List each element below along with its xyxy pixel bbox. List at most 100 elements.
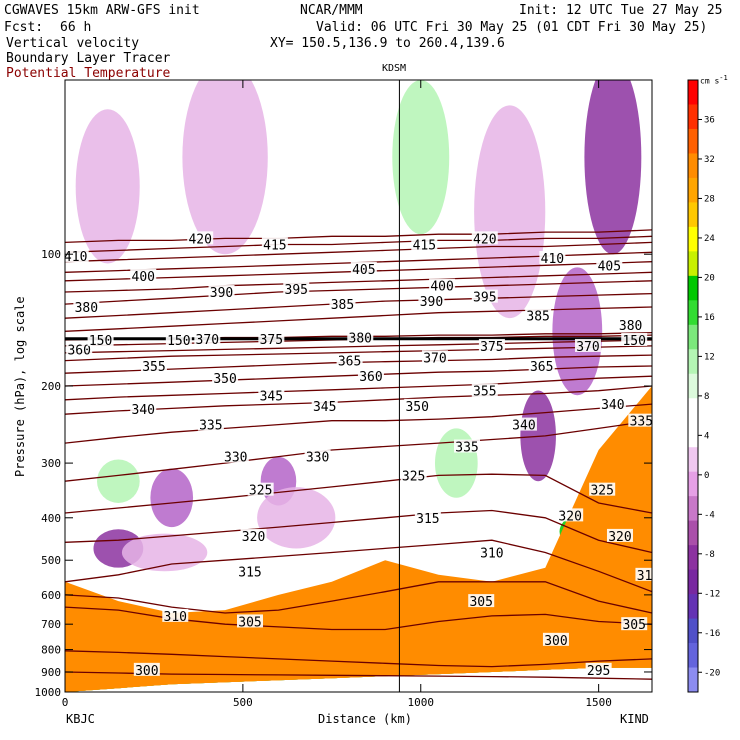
contour-label-bg bbox=[510, 417, 537, 431]
contour-label: 395 bbox=[473, 291, 496, 306]
contour-label: 380 bbox=[349, 332, 372, 347]
contour-label-bg bbox=[304, 449, 331, 463]
theta-contour-335 bbox=[65, 403, 652, 444]
contour-label: 390 bbox=[210, 286, 233, 301]
contour-label: 410 bbox=[64, 250, 87, 265]
colorbar-tick-label: -4 bbox=[704, 510, 715, 520]
velocity-cell bbox=[474, 105, 546, 319]
colorbar-swatch bbox=[688, 594, 698, 620]
contour-label: 320 bbox=[558, 509, 581, 524]
theta-contour-325 bbox=[65, 473, 652, 514]
contour-label-bg bbox=[236, 564, 263, 578]
contour-label-bg bbox=[404, 398, 431, 412]
contour-label: 355 bbox=[473, 385, 496, 400]
y-axis-label: Pressure (hPa), log scale bbox=[13, 296, 27, 477]
contour-label-bg bbox=[574, 338, 601, 352]
contour-label-bg bbox=[236, 614, 263, 628]
contour-label: 405 bbox=[352, 263, 375, 278]
theta-contour-345 bbox=[65, 375, 652, 401]
x-tick-label: 0 bbox=[62, 696, 69, 709]
contour-label-bg bbox=[418, 294, 445, 308]
theta-contour-415 bbox=[65, 235, 652, 253]
contour-label-bg bbox=[329, 297, 356, 311]
contour-label-bg bbox=[258, 331, 285, 345]
contour-label: 305 bbox=[469, 595, 492, 610]
contour-label-bg bbox=[411, 237, 438, 251]
colorbar-tick-label: -20 bbox=[704, 668, 720, 678]
contour-label-bg bbox=[429, 278, 456, 292]
contour-label-bg bbox=[65, 249, 89, 263]
contour-label: 300 bbox=[135, 664, 158, 679]
colorbar-swatch bbox=[688, 251, 698, 277]
colorbar-tick-label: 24 bbox=[704, 234, 715, 244]
colorbar-tick-label: 16 bbox=[704, 313, 715, 323]
contour-label-bg bbox=[66, 342, 93, 356]
colorbar-frame bbox=[687, 79, 699, 693]
contour-label: 380 bbox=[75, 301, 98, 316]
contour-label-bg bbox=[471, 383, 498, 397]
contour-label: 150 bbox=[89, 334, 112, 349]
colorbar-swatch bbox=[688, 153, 698, 179]
contour-label: 315 bbox=[637, 569, 660, 584]
colorbar-swatch bbox=[688, 398, 698, 424]
y-tick-label: 600 bbox=[41, 589, 61, 602]
contour-label-bg bbox=[471, 289, 498, 303]
contour-label: 400 bbox=[132, 270, 155, 285]
contour-label-bg bbox=[133, 662, 160, 676]
contour-label: 395 bbox=[285, 283, 308, 298]
contour-label-bg bbox=[187, 231, 214, 245]
contour-label-bg bbox=[557, 508, 584, 522]
contour-label-bg bbox=[599, 397, 626, 411]
contour-label-bg bbox=[194, 331, 221, 345]
contour-label: 340 bbox=[132, 403, 155, 418]
contour-label: 295 bbox=[587, 664, 610, 679]
contour-label: 420 bbox=[473, 232, 496, 247]
contour-label: 385 bbox=[331, 298, 354, 313]
colorbar-unit-exponent: -1 bbox=[719, 74, 728, 82]
colorbar-tick-label: 20 bbox=[704, 273, 715, 283]
contour-label-bg bbox=[258, 388, 285, 402]
colorbar-tick-label: 28 bbox=[704, 194, 715, 204]
contour-label: 380 bbox=[619, 319, 642, 334]
velocity-cell bbox=[182, 80, 268, 255]
colorbar-swatch bbox=[688, 128, 698, 154]
contour-label-bg bbox=[130, 268, 157, 282]
contour-label-bg bbox=[130, 402, 157, 416]
velocity-cell bbox=[121, 533, 208, 572]
colorbar-tick-label: 36 bbox=[704, 115, 715, 125]
contour-label: 355 bbox=[142, 360, 165, 375]
contour-label: 320 bbox=[608, 530, 631, 545]
contour-label-bg bbox=[197, 417, 224, 431]
x-tick-label: 1000 bbox=[408, 696, 435, 709]
y-tick-label: 400 bbox=[41, 512, 61, 525]
colorbar-swatch bbox=[688, 373, 698, 399]
contour-label: 305 bbox=[622, 618, 645, 633]
contour-label-bg bbox=[208, 285, 235, 299]
velocity-cell bbox=[434, 428, 478, 498]
contour-label-bg bbox=[478, 338, 505, 352]
colorbar-tick-label: 4 bbox=[704, 431, 709, 441]
field-vertical-velocity: Vertical velocity bbox=[6, 36, 140, 51]
contour-label: 365 bbox=[338, 355, 361, 370]
contour-label: 335 bbox=[455, 441, 478, 456]
colorbar-swatch bbox=[688, 349, 698, 375]
x-tick-label: 500 bbox=[233, 696, 253, 709]
velocity-cell bbox=[392, 80, 450, 235]
contour-label-bg bbox=[162, 608, 189, 622]
contour-label: 335 bbox=[630, 415, 653, 430]
colorbar-unit-text: cm s bbox=[700, 76, 720, 86]
contour-label-bg bbox=[336, 353, 363, 367]
colorbar-swatch bbox=[688, 177, 698, 203]
colorbar-swatch bbox=[688, 104, 698, 130]
theta-contour-360 bbox=[65, 345, 652, 362]
contour-label: 340 bbox=[601, 398, 624, 413]
colorbar-swatch bbox=[688, 667, 698, 693]
contour-label: 325 bbox=[249, 484, 272, 499]
theta-contour-310 bbox=[65, 581, 652, 614]
theta-contour-320 bbox=[65, 509, 652, 554]
contour-label: 350 bbox=[213, 372, 236, 387]
contour-label-bg bbox=[357, 369, 384, 383]
theta-contour-395 bbox=[65, 271, 652, 293]
contour-label: 360 bbox=[67, 343, 90, 358]
